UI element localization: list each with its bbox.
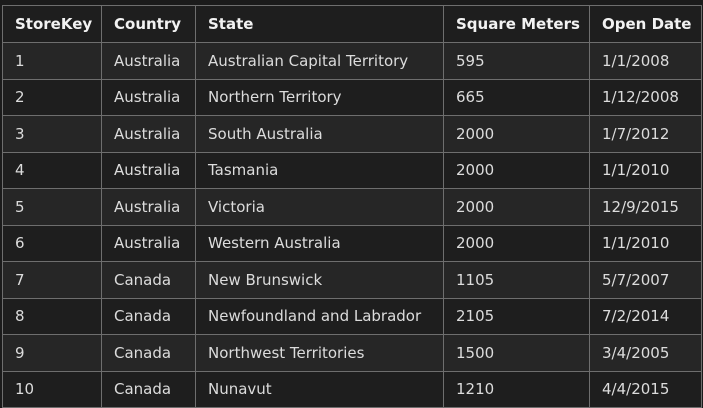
cell-state: Northwest Territories <box>195 334 444 372</box>
cell-state: Northern Territory <box>195 78 444 116</box>
cell-storekey: 2 <box>2 78 102 116</box>
cell-open-date: 12/9/2015 <box>589 188 702 226</box>
table-row: 9 Canada Northwest Territories 1500 3/4/2005 <box>2 334 702 372</box>
cell-square-meters: 595 <box>443 42 590 80</box>
cell-storekey: 10 <box>2 370 102 408</box>
cell-open-date: 1/1/2008 <box>589 42 702 80</box>
cell-country: Australia <box>101 115 196 153</box>
table-row: 6 Australia Western Australia 2000 1/1/2010 <box>2 224 702 262</box>
cell-open-date: 3/4/2005 <box>589 334 702 372</box>
cell-square-meters: 665 <box>443 78 590 116</box>
table-row: 10 Canada Nunavut 1210 4/4/2015 <box>2 370 702 408</box>
cell-storekey: 6 <box>2 224 102 262</box>
table-row: 8 Canada Newfoundland and Labrador 2105 7/2/… <box>2 297 702 335</box>
table-row: 4 Australia Tasmania 2000 1/1/2010 <box>2 151 702 189</box>
cell-country: Australia <box>101 151 196 189</box>
cell-open-date: 1/1/2010 <box>589 151 702 189</box>
cell-country: Australia <box>101 224 196 262</box>
table-row: 5 Australia Victoria 2000 12/9/2015 <box>2 188 702 226</box>
cell-state: New Brunswick <box>195 261 444 299</box>
cell-storekey: 9 <box>2 334 102 372</box>
cell-state: Nunavut <box>195 370 444 408</box>
cell-country: Canada <box>101 370 196 408</box>
cell-storekey: 8 <box>2 297 102 335</box>
cell-open-date: 4/4/2015 <box>589 370 702 408</box>
cell-storekey: 7 <box>2 261 102 299</box>
cell-state: Australian Capital Territory <box>195 42 444 80</box>
stores-table-container: StoreKey Country State Square Meters Ope… <box>2 5 702 408</box>
cell-open-date: 5/7/2007 <box>589 261 702 299</box>
column-header-square-meters: Square Meters <box>443 5 590 43</box>
cell-square-meters: 2000 <box>443 188 590 226</box>
table-row: 7 Canada New Brunswick 1105 5/7/2007 <box>2 261 702 299</box>
cell-square-meters: 2000 <box>443 224 590 262</box>
cell-state: South Australia <box>195 115 444 153</box>
cell-square-meters: 2000 <box>443 151 590 189</box>
cell-country: Canada <box>101 297 196 335</box>
cell-country: Canada <box>101 261 196 299</box>
cell-square-meters: 2000 <box>443 115 590 153</box>
column-header-storekey: StoreKey <box>2 5 102 43</box>
cell-storekey: 3 <box>2 115 102 153</box>
table-row: 1 Australia Australian Capital Territory 59… <box>2 42 702 80</box>
header-row: StoreKey Country State Square Meters Ope… <box>2 5 702 43</box>
stores-table: StoreKey Country State Square Meters Ope… <box>2 5 702 408</box>
cell-country: Canada <box>101 334 196 372</box>
column-header-country: Country <box>101 5 196 43</box>
cell-storekey: 4 <box>2 151 102 189</box>
cell-country: Australia <box>101 188 196 226</box>
table-header: StoreKey Country State Square Meters Ope… <box>2 5 702 43</box>
cell-state: Western Australia <box>195 224 444 262</box>
cell-storekey: 5 <box>2 188 102 226</box>
column-header-open-date: Open Date <box>589 5 702 43</box>
cell-state: Tasmania <box>195 151 444 189</box>
cell-state: Newfoundland and Labrador <box>195 297 444 335</box>
cell-state: Victoria <box>195 188 444 226</box>
cell-open-date: 7/2/2014 <box>589 297 702 335</box>
table-row: 3 Australia South Australia 2000 1/7/2012 <box>2 115 702 153</box>
cell-square-meters: 1210 <box>443 370 590 408</box>
table-body: 1 Australia Australian Capital Territory 59… <box>2 42 702 408</box>
cell-storekey: 1 <box>2 42 102 80</box>
cell-country: Australia <box>101 78 196 116</box>
cell-country: Australia <box>101 42 196 80</box>
cell-open-date: 1/7/2012 <box>589 115 702 153</box>
cell-open-date: 1/1/2010 <box>589 224 702 262</box>
cell-square-meters: 1105 <box>443 261 590 299</box>
table-row: 2 Australia Northern Territory 665 1/12/2008 <box>2 78 702 116</box>
column-header-state: State <box>195 5 444 43</box>
cell-square-meters: 1500 <box>443 334 590 372</box>
cell-square-meters: 2105 <box>443 297 590 335</box>
cell-open-date: 1/12/2008 <box>589 78 702 116</box>
